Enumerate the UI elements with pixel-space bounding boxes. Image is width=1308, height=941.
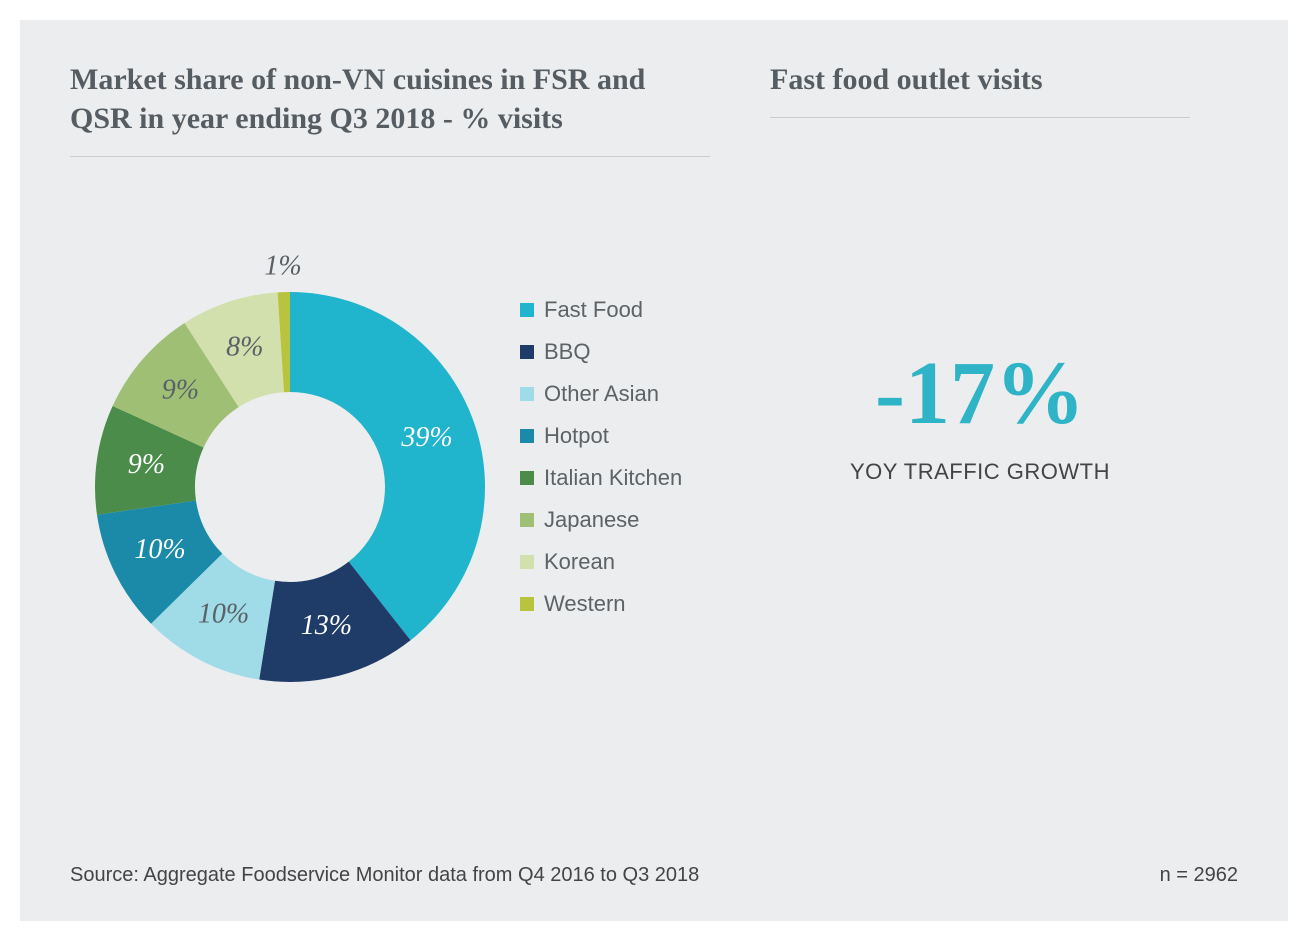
titles-row: Market share of non-VN cuisines in FSR a… [70, 60, 1238, 157]
footer-n: n = 2962 [1160, 864, 1238, 887]
legend-swatch [520, 345, 534, 359]
legend-item: Italian Kitchen [520, 465, 682, 491]
chart-title-block: Market share of non-VN cuisines in FSR a… [70, 60, 710, 157]
metric-value: -17% [875, 349, 1085, 439]
slice-label: 10% [198, 598, 249, 629]
legend-swatch [520, 429, 534, 443]
legend: Fast Food BBQ Other Asian Hotpot Italian Kit… [520, 281, 682, 633]
metric-label: YOY TRAFFIC GROWTH [850, 459, 1110, 485]
slice-label: 8% [226, 332, 263, 363]
legend-label: BBQ [544, 339, 590, 365]
legend-label: Other Asian [544, 381, 659, 407]
legend-swatch [520, 555, 534, 569]
donut-wrap: 39% 13% 10% 10% 9% 9% 8% 1% [70, 187, 510, 727]
chart-title: Market share of non-VN cuisines in FSR a… [70, 60, 710, 157]
legend-swatch [520, 513, 534, 527]
legend-label: Western [544, 591, 626, 617]
legend-label: Fast Food [544, 297, 643, 323]
legend-swatch [520, 597, 534, 611]
slice-label: 1% [264, 251, 301, 282]
donut-chart: 39% 13% 10% 10% 9% 9% 8% 1% [70, 187, 510, 727]
slice-label: 9% [162, 374, 199, 405]
legend-swatch [520, 387, 534, 401]
slice-label: 9% [128, 449, 165, 480]
slice-label: 13% [301, 610, 352, 641]
chart-area: 39% 13% 10% 10% 9% 9% 8% 1% Fast Food BBQ Other A… [70, 187, 710, 727]
legend-item: Fast Food [520, 297, 682, 323]
legend-item: Japanese [520, 507, 682, 533]
legend-label: Japanese [544, 507, 639, 533]
legend-label: Italian Kitchen [544, 465, 682, 491]
legend-item: Hotpot [520, 423, 682, 449]
legend-item: Other Asian [520, 381, 682, 407]
content-row: 39% 13% 10% 10% 9% 9% 8% 1% Fast Food BBQ Other A… [70, 187, 1238, 727]
metric-area: -17% YOY TRAFFIC GROWTH [770, 187, 1190, 727]
slice-label: 39% [400, 422, 452, 453]
footer: Source: Aggregate Foodservice Monitor da… [70, 864, 1238, 887]
footer-source: Source: Aggregate Foodservice Monitor da… [70, 864, 699, 887]
legend-item: BBQ [520, 339, 682, 365]
legend-item: Korean [520, 549, 682, 575]
metric-title: Fast food outlet visits [770, 60, 1190, 118]
legend-item: Western [520, 591, 682, 617]
legend-label: Hotpot [544, 423, 609, 449]
slice-label: 10% [134, 534, 185, 565]
container: Market share of non-VN cuisines in FSR a… [0, 0, 1308, 941]
legend-label: Korean [544, 549, 615, 575]
panel: Market share of non-VN cuisines in FSR a… [20, 20, 1288, 921]
legend-swatch [520, 303, 534, 317]
metric-title-block: Fast food outlet visits [770, 60, 1190, 157]
legend-swatch [520, 471, 534, 485]
